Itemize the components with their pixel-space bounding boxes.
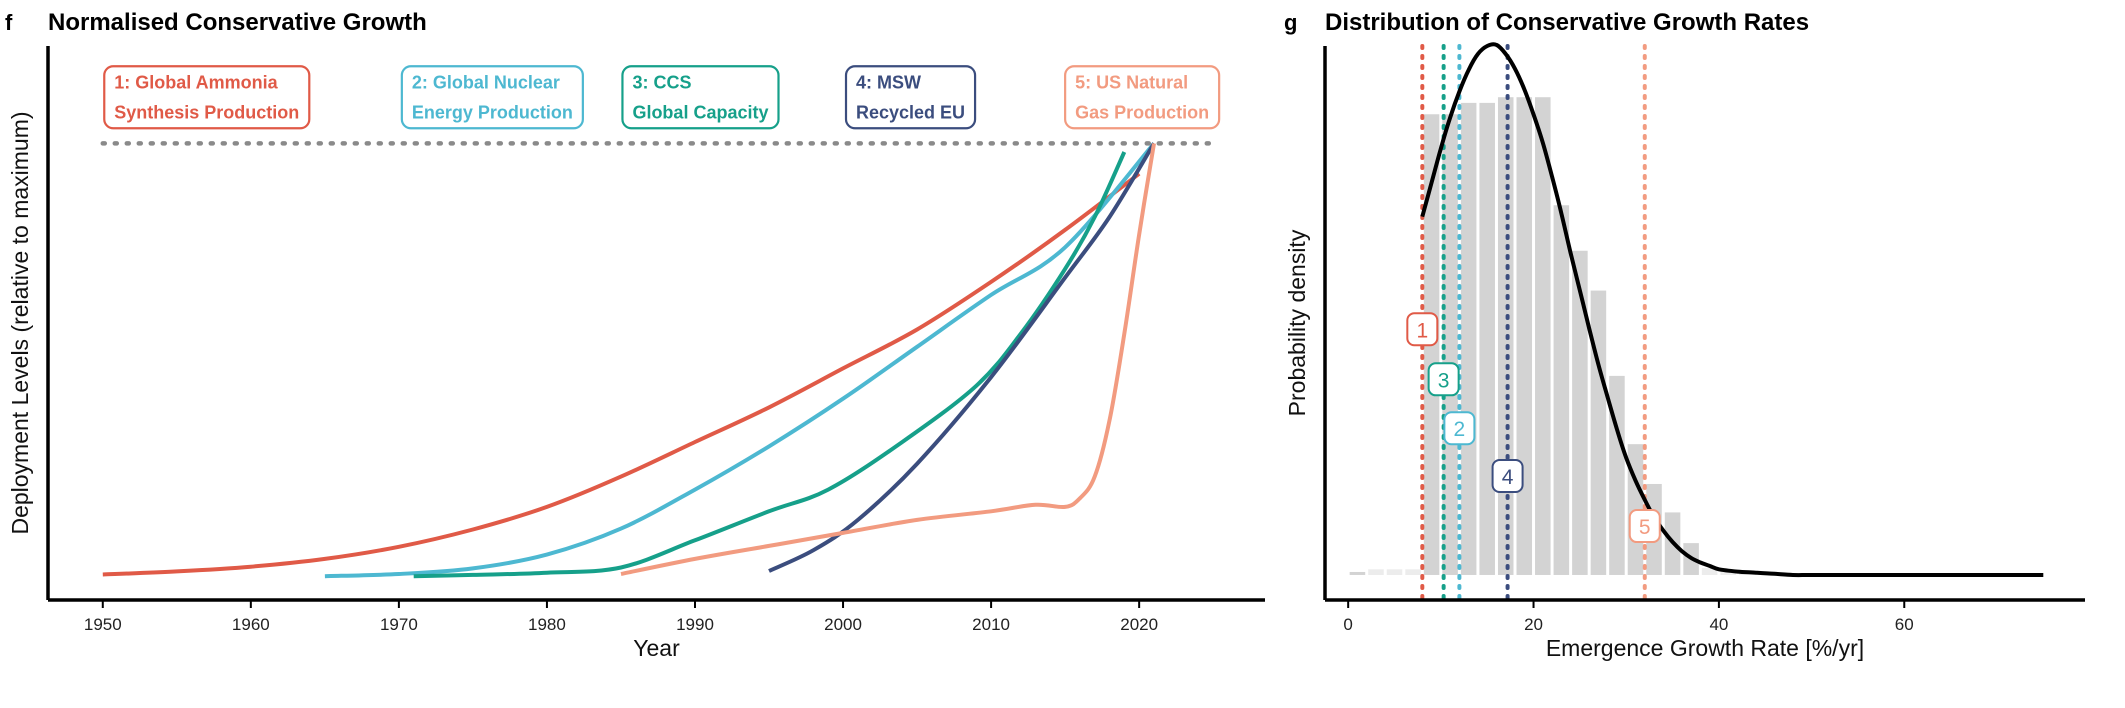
panel-g-letter: g <box>1284 10 1297 35</box>
series-label-1-line-2: Synthesis Production <box>114 102 299 122</box>
panel-g-x-tick-label: 60 <box>1895 615 1914 634</box>
histogram-bar <box>1479 102 1495 575</box>
histogram-bar <box>1368 569 1384 575</box>
panel-g-x-tick-label: 20 <box>1524 615 1543 634</box>
panel-g-x-axis-title: Emergence Growth Rate [%/yr] <box>1546 635 1864 661</box>
histogram-bar <box>1405 569 1421 575</box>
panel-g-x-tick-label: 40 <box>1709 615 1728 634</box>
series-line-2 <box>324 142 1156 579</box>
panel-f-title: Normalised Conservative Growth <box>48 9 427 36</box>
series-label-4-line-2: Recycled EU <box>856 102 965 122</box>
series-line-1 <box>102 172 1141 577</box>
series-line-5 <box>620 143 1156 576</box>
rate-marker-label-4: 4 <box>1491 459 1524 494</box>
rate-marker-label-3: 3 <box>1427 362 1460 397</box>
histogram-bar <box>1553 205 1570 575</box>
histogram-bar <box>1442 114 1458 575</box>
panel-f-x-tick-label: 2010 <box>972 615 1010 634</box>
rate-marker-label-1: 1 <box>1406 312 1439 347</box>
series-label-2-line-1: 2: Global Nuclear <box>412 72 560 92</box>
rate-marker-number: 4 <box>1502 466 1514 489</box>
panel-f-x-tick-label: 1950 <box>84 615 122 634</box>
histogram-bar <box>1516 97 1533 575</box>
series-label-3-line-2: Global Capacity <box>632 102 768 122</box>
series-label-4-line-1: 4: MSW <box>856 72 921 92</box>
panel-f-x-tick-label: 2000 <box>824 615 862 634</box>
panel-f-x-axis-title: Year <box>633 635 680 661</box>
series-label-2: 2: Global Nuclear Energy Production <box>400 65 584 130</box>
series-label-1: 1: Global Ammonia Synthesis Production <box>103 65 311 130</box>
panel-g-y-axis-title: Probability density <box>1284 229 1310 416</box>
series-label-3-line-1: 3: CCS <box>632 72 691 92</box>
series-label-4: 4: MSW Recycled EU <box>844 65 977 130</box>
histogram-bar <box>1590 290 1607 575</box>
panel-f-x-tick-label: 1990 <box>676 615 714 634</box>
rate-marker-number: 1 <box>1416 319 1428 342</box>
histogram-bar <box>1386 569 1403 575</box>
series-label-5-line-2: Gas Production <box>1075 102 1209 122</box>
density-curve <box>1420 42 2044 578</box>
panel-g-x-tick-label: 0 <box>1343 615 1352 634</box>
series-line-3 <box>413 151 1127 579</box>
rate-marker-number: 2 <box>1454 418 1466 441</box>
series-label-2-line-2: Energy Production <box>412 102 573 122</box>
growth-rate-distribution-chart: 1 3 2 4 5 0 20 40 60 Emergence Growth Rate [%/y… <box>1284 42 2085 661</box>
series-line-4 <box>768 142 1156 573</box>
panel-f-x-tick-label: 1960 <box>232 615 270 634</box>
histogram-bar <box>1349 571 1366 575</box>
histogram-bar <box>1609 375 1625 575</box>
panel-f-y-axis-title: Deployment Levels (relative to maximum) <box>7 111 33 534</box>
series-label-1-line-1: 1: Global Ammonia <box>114 72 278 92</box>
series-label-5: 5: US Natural Gas Production <box>1064 65 1221 130</box>
rate-marker-label-5: 5 <box>1628 509 1661 544</box>
rate-marker-label-2: 2 <box>1443 411 1476 446</box>
panel-g-title: Distribution of Conservative Growth Rate… <box>1325 9 1809 36</box>
series-label-3: 3: CCS Global Capacity <box>621 65 780 130</box>
panel-f-letter: f <box>5 10 13 35</box>
normalised-growth-line-chart: 1: Global Ammonia Synthesis Production 2: … <box>7 46 1265 661</box>
histogram-bar <box>1701 568 1718 575</box>
panel-f-x-tick-label: 2020 <box>1120 615 1158 634</box>
panel-f-x-tick-label: 1980 <box>528 615 566 634</box>
histogram-bar <box>1535 97 1551 575</box>
rate-marker-number: 3 <box>1438 369 1450 392</box>
series-label-5-line-1: 5: US Natural <box>1075 72 1188 92</box>
panel-f-x-tick-label: 1970 <box>380 615 418 634</box>
histogram-bar <box>1460 102 1477 575</box>
histogram-bar <box>1572 250 1588 575</box>
rate-marker-number: 5 <box>1639 516 1651 539</box>
